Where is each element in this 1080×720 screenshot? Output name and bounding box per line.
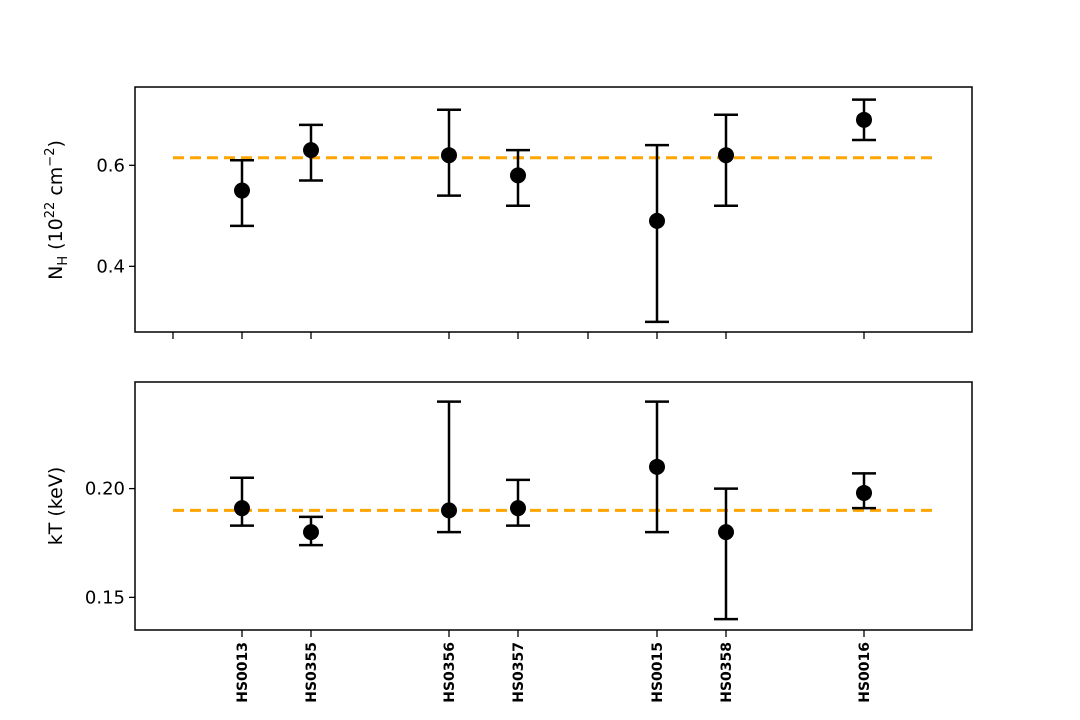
nh-ylabel-sup: 22 bbox=[43, 202, 58, 219]
nh-y-axis-label: NH (1022 cm−2) bbox=[43, 140, 71, 280]
nh-data-point bbox=[649, 212, 665, 229]
kt-data-point bbox=[649, 458, 665, 475]
nh-data-point bbox=[718, 147, 734, 164]
nh-x-ticks bbox=[172, 332, 865, 339]
nh-axes-frame bbox=[134, 86, 973, 333]
nh-data-marks bbox=[230, 98, 876, 324]
category-label: HS0356 bbox=[442, 642, 458, 703]
kt-data-point bbox=[718, 524, 734, 541]
category-label: HS0358 bbox=[719, 642, 735, 703]
nh-ylabel-close: ) bbox=[45, 140, 67, 147]
kt-axes-frame bbox=[134, 381, 973, 631]
nh-ylabel-sup2: −2 bbox=[43, 148, 58, 167]
kt-ytick-label: 0.15 bbox=[85, 587, 125, 608]
nh-data-point bbox=[303, 142, 319, 159]
nh-ytick-label: 0.4 bbox=[96, 256, 125, 277]
nh-panel: 0.4 0.6 NH (1022 cm−2) bbox=[43, 86, 973, 339]
kt-x-ticks: HS0013 HS0355 HS0356 HS0357 HS0015 HS0358 HS00… bbox=[235, 630, 873, 703]
kt-data-marks bbox=[230, 400, 876, 621]
nh-y-ticks: 0.4 0.6 bbox=[96, 155, 135, 277]
nh-data-point bbox=[510, 167, 526, 184]
nh-data-point bbox=[234, 182, 250, 199]
nh-ylabel-rest: (10 bbox=[45, 218, 67, 256]
nh-ylabel-sub: H bbox=[56, 256, 71, 266]
category-label: HS0357 bbox=[511, 642, 527, 703]
kt-data-point bbox=[856, 484, 872, 501]
kt-data-point bbox=[234, 500, 250, 517]
nh-ylabel-main: N bbox=[45, 266, 67, 280]
kt-ytick-label: 0.20 bbox=[85, 479, 125, 500]
nh-ylabel-rest2: cm bbox=[45, 167, 67, 202]
category-label: HS0016 bbox=[857, 642, 873, 703]
kt-data-point bbox=[441, 502, 457, 519]
kt-y-axis-label: kT (keV) bbox=[45, 467, 67, 546]
nh-data-point bbox=[441, 147, 457, 164]
category-label: HS0355 bbox=[304, 642, 320, 703]
nh-ytick-label: 0.6 bbox=[96, 155, 125, 176]
category-label: HS0015 bbox=[650, 642, 666, 703]
kt-panel: 0.150.20 HS0013 HS0355 HS0356 HS0357 HS0015 H… bbox=[45, 381, 973, 703]
kt-data-point bbox=[510, 500, 526, 517]
nh-data-point bbox=[856, 111, 872, 128]
category-label: HS0013 bbox=[235, 642, 251, 703]
kt-data-point bbox=[303, 524, 319, 541]
kt-y-ticks: 0.15 0.20 bbox=[85, 479, 135, 608]
